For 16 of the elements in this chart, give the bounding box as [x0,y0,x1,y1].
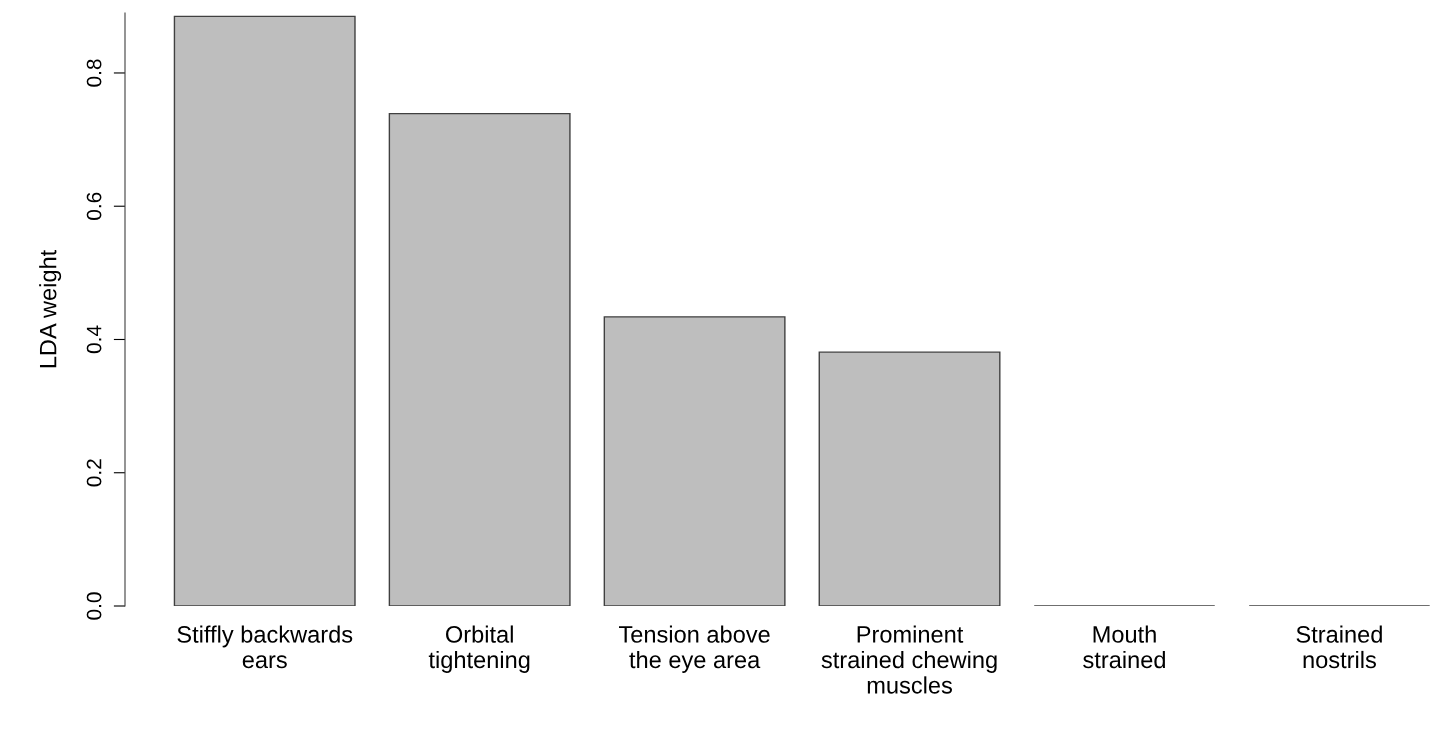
y-tick-label: 0.8 [86,59,102,87]
x-tick-label: Orbital tightening [428,625,530,673]
y-tick-label: 0.6 [86,192,102,220]
x-tick-label: Stiffly backwards ears [177,625,353,669]
y-tick-label: 0.4 [86,325,102,354]
bar [603,316,786,606]
y-axis-title: LDA weight [39,249,62,368]
x-tick-label: Mouth strained [1083,625,1165,669]
y-tick-label: 0.0 [86,592,102,620]
y-tick-label: 0.2 [86,459,102,487]
x-tick-label: Prominent strained chewing muscles [821,625,997,694]
bar [388,112,571,606]
bar [818,351,1001,606]
x-tick-label: Strained nostrils [1296,625,1382,669]
x-tick-label: Tension above the eye area [619,625,770,673]
bar [173,15,356,606]
